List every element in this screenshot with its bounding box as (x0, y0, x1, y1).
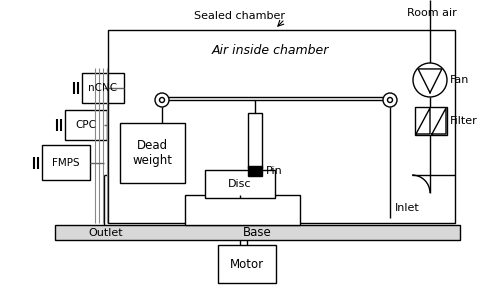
Text: Dead
weight: Dead weight (132, 139, 172, 167)
Circle shape (160, 97, 164, 103)
Text: FMPS: FMPS (52, 158, 80, 167)
Text: Filter: Filter (450, 116, 478, 126)
Text: Sealed chamber: Sealed chamber (194, 11, 286, 21)
Circle shape (155, 93, 169, 107)
Bar (120, 123, 185, 183)
Bar (65, 110, 107, 140)
Text: Air inside chamber: Air inside chamber (212, 44, 328, 57)
Bar (248, 166, 262, 176)
Bar (108, 30, 455, 223)
Text: Outlet: Outlet (88, 228, 124, 238)
Circle shape (383, 93, 397, 107)
Text: Fan: Fan (450, 75, 469, 85)
Bar (55, 225, 460, 240)
Text: Pin: Pin (266, 166, 283, 176)
Text: Base: Base (243, 226, 272, 239)
Bar (248, 113, 262, 168)
Text: Motor: Motor (230, 257, 264, 271)
Bar (42, 145, 90, 180)
Bar (415, 107, 447, 135)
Text: CPC: CPC (76, 120, 96, 130)
Circle shape (413, 63, 447, 97)
Bar (218, 245, 276, 283)
Circle shape (388, 97, 392, 103)
Text: Inlet: Inlet (394, 203, 419, 213)
Text: Disc: Disc (228, 179, 252, 189)
Bar (205, 170, 275, 198)
Text: Room air: Room air (407, 8, 457, 18)
Bar (82, 73, 124, 103)
Text: nCNC: nCNC (88, 83, 118, 93)
Bar (185, 195, 300, 225)
